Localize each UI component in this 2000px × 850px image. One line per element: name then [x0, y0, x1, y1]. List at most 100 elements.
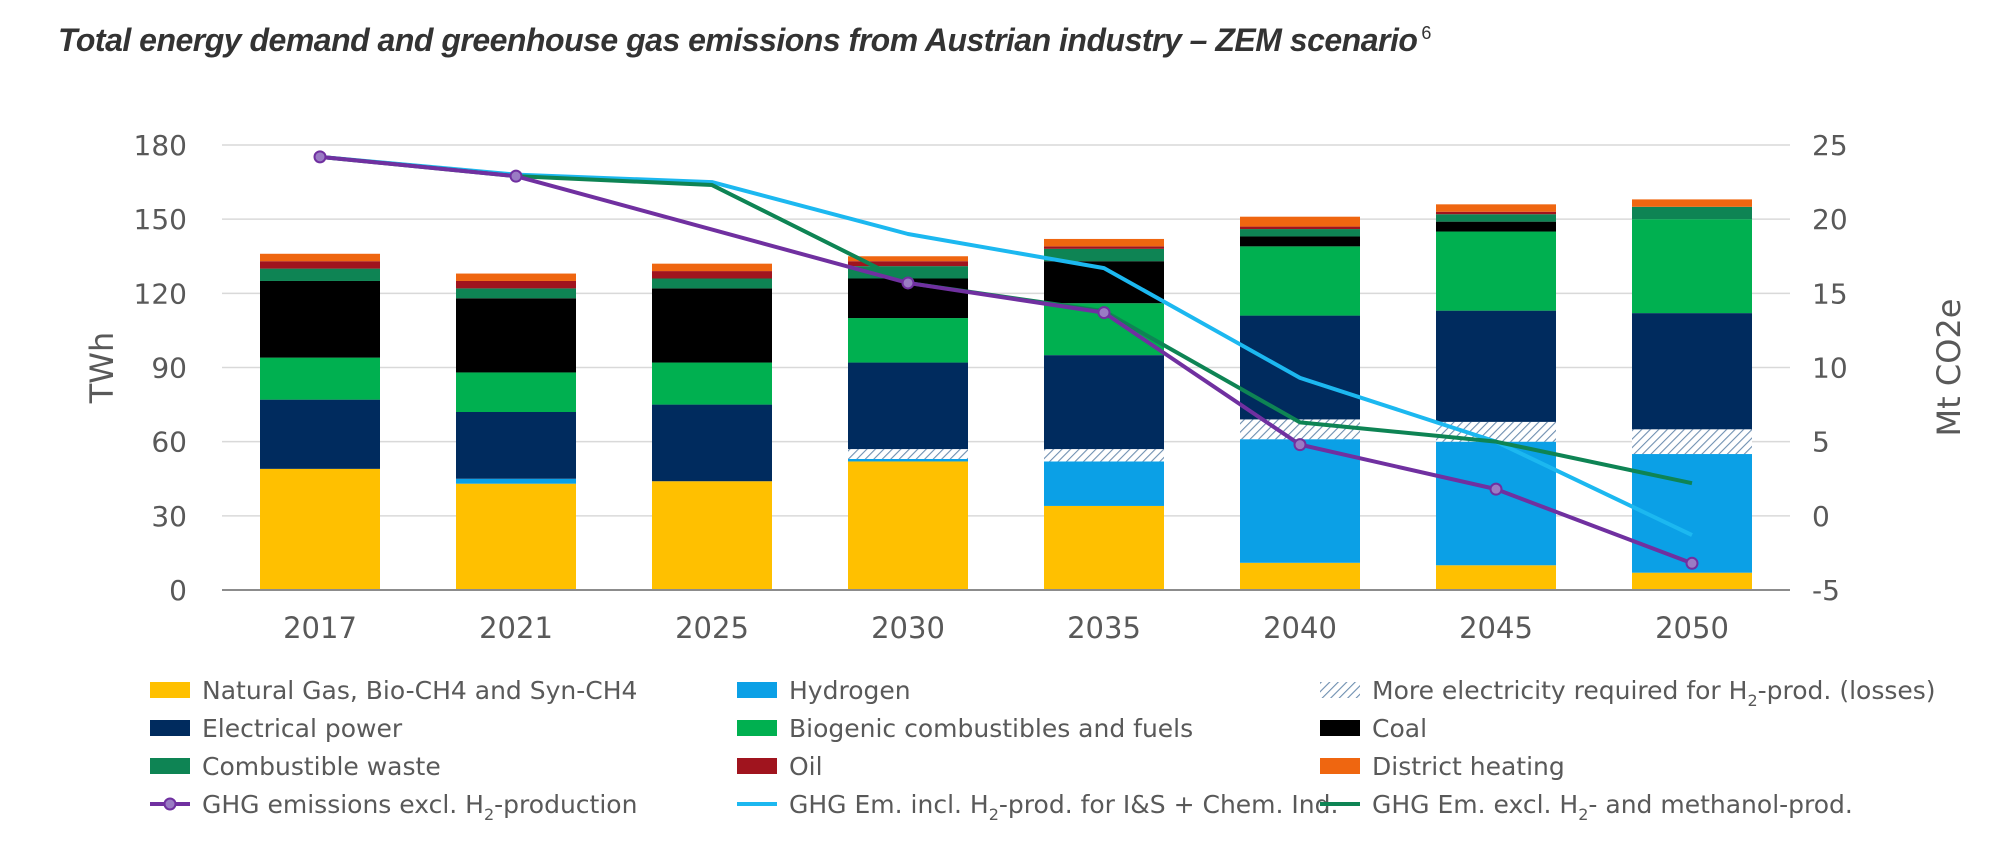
legend-label: Hydrogen [789, 676, 911, 705]
legend-item-ghg-em-excl-h: GHG Em. excl. H2- and methanol-prod. [1320, 790, 1853, 824]
bar-coal [1240, 236, 1360, 247]
bar-electrical-power [456, 412, 576, 479]
legend-label: Combustible waste [202, 752, 441, 781]
bar-more-electricity-required-for-h2-prod-losses [848, 449, 968, 459]
chart-title-text: Total energy demand and greenhouse gas e… [58, 22, 1418, 58]
y-tick-label: 90 [151, 352, 187, 385]
x-tick-label: 2050 [1655, 611, 1729, 645]
bar-combustible-waste [652, 278, 772, 289]
bar-district-heating [1240, 216, 1360, 227]
legend-label: Oil [789, 752, 823, 781]
x-tick-label: 2025 [675, 611, 749, 645]
x-tick-label: 2040 [1263, 611, 1337, 645]
bar-natural-gas-bio-ch4-and-syn-ch4 [1632, 572, 1752, 590]
y-tick-label: 0 [169, 574, 187, 607]
bar-oil [652, 271, 772, 279]
legend-swatch [1320, 758, 1360, 774]
y2-tick-label: 10 [1812, 352, 1848, 385]
legend-item-electrical-power: Electrical power [150, 714, 403, 743]
legend-swatch [737, 682, 777, 698]
legend-item-oil: Oil [737, 752, 823, 781]
bar-natural-gas-bio-ch4-and-syn-ch4 [1240, 562, 1360, 590]
bar-coal [1436, 221, 1556, 232]
y-tick-label: 60 [151, 426, 187, 459]
legend-swatch [1320, 682, 1360, 698]
bar-biogenic-combustibles-and-fuels [652, 362, 772, 405]
legend-swatch [1320, 720, 1360, 736]
x-tick-label: 2021 [479, 611, 553, 645]
bar-natural-gas-bio-ch4-and-syn-ch4 [1436, 565, 1556, 590]
bar-biogenic-combustibles-and-fuels [848, 318, 968, 363]
legend-marker [163, 797, 177, 811]
legend-label: Biogenic combustibles and fuels [789, 714, 1193, 743]
legend-swatch [150, 720, 190, 736]
bar-oil [1240, 226, 1360, 230]
bar-electrical-power [1240, 315, 1360, 420]
legend-item-hydrogen: Hydrogen [737, 676, 911, 705]
bar-district-heating [260, 253, 380, 262]
bar-hydrogen [1044, 461, 1164, 506]
bar-combustible-waste [1436, 214, 1556, 222]
y-tick-label: 30 [151, 500, 187, 533]
legend-item-ghg-em-incl-h: GHG Em. incl. H2-prod. for I&S + Chem. I… [737, 790, 1338, 824]
legend-label: GHG Em. incl. H2-prod. for I&S + Chem. I… [789, 790, 1338, 824]
line-point [1685, 556, 1699, 570]
bar-combustible-waste [456, 288, 576, 299]
y2-tick-label: 5 [1812, 426, 1830, 459]
line-point [509, 169, 523, 183]
bar-biogenic-combustibles-and-fuels [1436, 231, 1556, 311]
legend-swatch [150, 682, 190, 698]
legend-swatch [150, 758, 190, 774]
bar-natural-gas-bio-ch4-and-syn-ch4 [652, 481, 772, 590]
bar-electrical-power [1044, 355, 1164, 450]
bars [260, 199, 1752, 590]
legend-swatch [737, 758, 777, 774]
bar-district-heating [652, 263, 772, 272]
y2-tick-label: 20 [1812, 203, 1848, 236]
legend-swatch [737, 720, 777, 736]
y-tick-label: 150 [134, 203, 187, 236]
bar-hydrogen [848, 458, 968, 462]
legend-label: GHG Em. excl. H2- and methanol-prod. [1372, 790, 1853, 824]
y2-tick-label: 0 [1812, 500, 1830, 533]
x-tick-label: 2017 [283, 611, 357, 645]
y2-tick-label: 25 [1812, 129, 1848, 162]
line-point [313, 150, 327, 164]
bar-coal [260, 280, 380, 358]
legend-label: Electrical power [202, 714, 403, 743]
y2-tick-label: 15 [1812, 277, 1848, 310]
bar-biogenic-combustibles-and-fuels [1240, 246, 1360, 316]
bar-coal [456, 298, 576, 373]
x-tick-label: 2030 [871, 611, 945, 645]
bar-oil [260, 261, 380, 269]
line-point [901, 276, 915, 290]
bar-hydrogen [456, 478, 576, 484]
x-tick-label: 2045 [1459, 611, 1533, 645]
bar-coal [652, 288, 772, 363]
bar-natural-gas-bio-ch4-and-syn-ch4 [848, 461, 968, 590]
legend-item-natural-gas-bio-ch4-and-syn-ch4: Natural Gas, Bio-CH4 and Syn-CH4 [150, 676, 637, 705]
bar-district-heating [1436, 204, 1556, 212]
bar-biogenic-combustibles-and-fuels [1632, 219, 1752, 314]
y-axis-title: TWh [83, 332, 121, 404]
legend: Natural Gas, Bio-CH4 and Syn-CH4 Hydrogen… [150, 676, 1936, 824]
bar-natural-gas-bio-ch4-and-syn-ch4 [1044, 505, 1164, 590]
legend-item-biogenic-combustibles-and-fuels: Biogenic combustibles and fuels [737, 714, 1193, 743]
chart-title: Total energy demand and greenhouse gas e… [58, 22, 1431, 59]
bar-natural-gas-bio-ch4-and-syn-ch4 [260, 468, 380, 590]
line-point [1489, 482, 1503, 496]
y-tick-label: 120 [134, 277, 187, 310]
y2-axis-title: Mt CO2e [1930, 299, 1968, 437]
bar-electrical-power [1632, 313, 1752, 430]
legend-label: More electricity required for H2-prod. (… [1372, 676, 1936, 710]
bar-district-heating [1044, 238, 1164, 247]
bar-more-electricity-required-for-h2-prod-losses [1632, 429, 1752, 455]
line-point [1293, 438, 1307, 452]
bar-hydrogen [1240, 439, 1360, 563]
bar-electrical-power [1436, 310, 1556, 422]
title-footnote: 6 [1421, 23, 1431, 44]
bar-combustible-waste [1044, 248, 1164, 262]
bar-district-heating [1632, 199, 1752, 207]
